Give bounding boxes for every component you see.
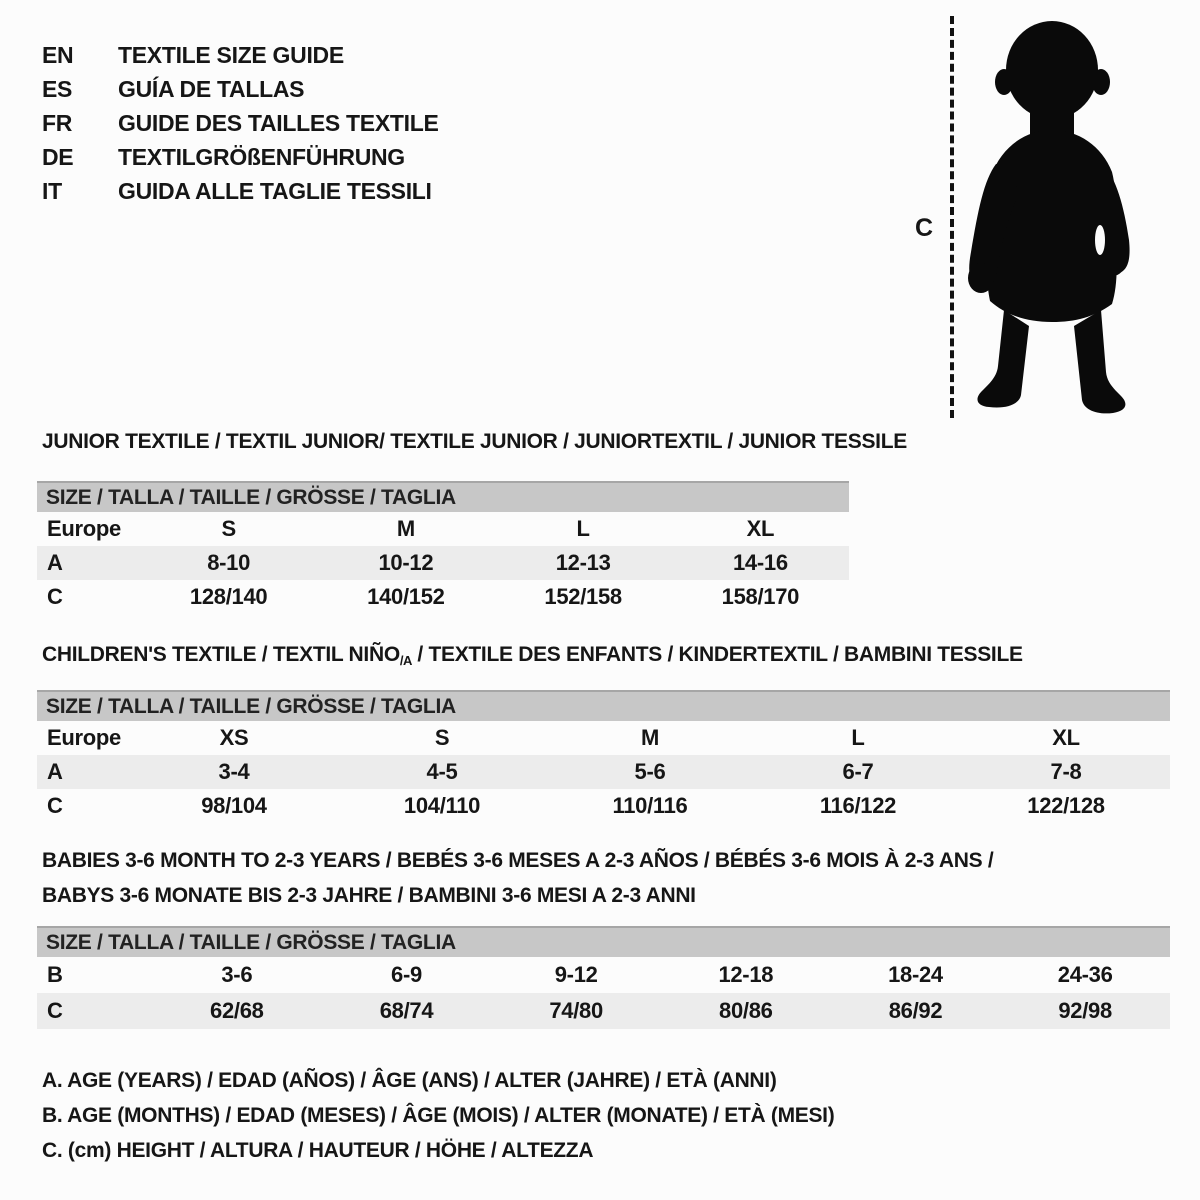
months-value: 9-12 xyxy=(554,962,598,987)
junior-size-table: SIZE / TALLA / TAILLE / GRÖSSE / TAGLIA … xyxy=(37,481,849,614)
lang-row-it: IT GUIDA ALLE TAGLIE TESSILI xyxy=(42,174,439,208)
row-label: A xyxy=(47,759,63,784)
height-value: 158/170 xyxy=(721,584,800,609)
children-heading-pre: CHILDREN'S TEXTILE / TEXTIL NIÑO xyxy=(42,643,400,666)
junior-header-l: L xyxy=(576,516,590,541)
lang-code: DE xyxy=(42,143,74,170)
height-measure-label: C xyxy=(915,214,933,242)
junior-section-heading: JUNIOR TEXTILE / TEXTIL JUNIOR/ TEXTILE … xyxy=(42,430,907,453)
height-value: 98/104 xyxy=(201,793,267,818)
age-value: 8-10 xyxy=(207,550,251,575)
age-value: 12-13 xyxy=(555,550,611,575)
babies-heading-line1: BABIES 3-6 MONTH TO 2-3 YEARS / BEBÉS 3-… xyxy=(42,849,994,872)
junior-header-row: Europe S M L XL xyxy=(37,512,849,546)
babies-size-bar: SIZE / TALLA / TAILLE / GRÖSSE / TAGLIA xyxy=(37,926,1170,957)
junior-size-bar: SIZE / TALLA / TAILLE / GRÖSSE / TAGLIA xyxy=(37,481,849,512)
lang-row-fr: FR GUIDE DES TAILLES TEXTILE xyxy=(42,106,439,140)
lang-title: GUIDE DES TAILLES TEXTILE xyxy=(118,109,439,136)
age-value: 6-7 xyxy=(842,759,874,784)
babies-heading-line2: BABYS 3-6 MONATE BIS 2-3 JAHRE / BAMBINI… xyxy=(42,884,696,907)
months-value: 6-9 xyxy=(391,962,422,987)
age-value: 10-12 xyxy=(378,550,434,575)
children-header-xs: XS xyxy=(219,725,249,750)
age-value: 4-5 xyxy=(426,759,458,784)
children-size-table: SIZE / TALLA / TAILLE / GRÖSSE / TAGLIA … xyxy=(37,690,1170,823)
children-size-bar: SIZE / TALLA / TAILLE / GRÖSSE / TAGLIA xyxy=(37,690,1170,721)
months-value: 3-6 xyxy=(221,962,253,987)
children-row-age: A 3-4 4-5 5-6 6-7 7-8 xyxy=(37,755,1170,789)
babies-row-months: B 3-6 6-9 9-12 12-18 18-24 24-36 xyxy=(37,957,1170,993)
row-label: C xyxy=(47,998,63,1023)
lang-row-de: DE TEXTILGRÖßENFÜHRUNG xyxy=(42,140,439,174)
months-value: 18-24 xyxy=(888,962,943,987)
children-row-height: C 98/104 104/110 110/116 116/122 122/128 xyxy=(37,789,1170,823)
months-value: 24-36 xyxy=(1057,962,1113,987)
height-value: 128/140 xyxy=(189,584,268,609)
lang-title: GUÍA DE TALLAS xyxy=(118,75,305,102)
height-value: 116/122 xyxy=(819,793,897,818)
age-value: 7-8 xyxy=(1050,759,1082,784)
children-header-l: L xyxy=(851,725,865,750)
height-value: 122/128 xyxy=(1027,793,1105,818)
children-heading-sub: /A xyxy=(399,653,413,668)
height-value: 86/92 xyxy=(888,998,943,1023)
language-title-list: EN TEXTILE SIZE GUIDE ES GUÍA DE TALLAS … xyxy=(42,38,439,208)
babies-section-heading: BABIES 3-6 MONTH TO 2-3 YEARS / BEBÉS 3-… xyxy=(42,843,994,913)
junior-row-age: A 8-10 10-12 12-13 14-16 xyxy=(37,546,849,580)
legend: A. AGE (YEARS) / EDAD (AÑOS) / ÂGE (ANS)… xyxy=(42,1063,835,1168)
legend-line-b: B. AGE (MONTHS) / EDAD (MESES) / ÂGE (MO… xyxy=(42,1103,835,1127)
height-measure-line xyxy=(950,16,954,418)
lang-title: TEXTILGRÖßENFÜHRUNG xyxy=(118,143,405,170)
row-label: C xyxy=(47,584,63,609)
lang-code: IT xyxy=(42,177,62,204)
age-value: 3-4 xyxy=(218,759,250,784)
junior-header-europe: Europe xyxy=(47,516,121,541)
children-header-m: M xyxy=(640,725,660,750)
age-value: 14-16 xyxy=(732,550,788,575)
junior-header-m: M xyxy=(396,516,415,541)
children-header-europe: Europe xyxy=(47,725,121,750)
height-value: 110/116 xyxy=(612,793,688,818)
months-value: 12-18 xyxy=(718,962,774,987)
lang-code: FR xyxy=(42,109,73,136)
babies-row-height: C 62/68 68/74 74/80 80/86 86/92 92/98 xyxy=(37,993,1170,1029)
lang-row-es: ES GUÍA DE TALLAS xyxy=(42,72,439,106)
height-value: 140/152 xyxy=(367,584,445,609)
children-heading-post: / TEXTILE DES ENFANTS / KINDERTEXTIL / B… xyxy=(411,643,1023,666)
toddler-silhouette-icon xyxy=(968,21,1130,414)
junior-header-xl: XL xyxy=(746,516,775,541)
junior-header-s: S xyxy=(221,516,236,541)
children-header-s: S xyxy=(434,725,450,750)
legend-line-a: A. AGE (YEARS) / EDAD (AÑOS) / ÂGE (ANS)… xyxy=(42,1068,777,1092)
children-header-xl: XL xyxy=(1052,725,1080,750)
height-value: 92/98 xyxy=(1058,998,1112,1023)
height-value: 104/110 xyxy=(403,793,481,818)
junior-row-height: C 128/140 140/152 152/158 158/170 xyxy=(37,580,849,614)
height-value: 152/158 xyxy=(544,584,622,609)
height-value: 74/80 xyxy=(549,998,603,1023)
age-value: 5-6 xyxy=(634,759,666,784)
children-header-row: Europe XS S M L XL xyxy=(37,721,1170,755)
lang-row-en: EN TEXTILE SIZE GUIDE xyxy=(42,38,439,72)
legend-line-c: C. (cm) HEIGHT / ALTURA / HAUTEUR / HÖHE… xyxy=(42,1138,594,1162)
row-label: C xyxy=(47,793,63,818)
lang-title: TEXTILE SIZE GUIDE xyxy=(118,41,344,68)
height-value: 62/68 xyxy=(210,998,264,1023)
height-value: 80/86 xyxy=(719,998,773,1023)
height-value: 68/74 xyxy=(379,998,434,1023)
lang-title: GUIDA ALLE TAGLIE TESSILI xyxy=(118,177,432,204)
lang-code: EN xyxy=(42,41,74,68)
babies-size-table: SIZE / TALLA / TAILLE / GRÖSSE / TAGLIA … xyxy=(37,926,1170,1029)
children-section-heading: CHILDREN'S TEXTILE / TEXTIL NIÑO/A / TEX… xyxy=(42,643,1023,668)
row-label: A xyxy=(47,550,63,575)
lang-code: ES xyxy=(42,75,73,102)
row-label: B xyxy=(47,962,63,987)
